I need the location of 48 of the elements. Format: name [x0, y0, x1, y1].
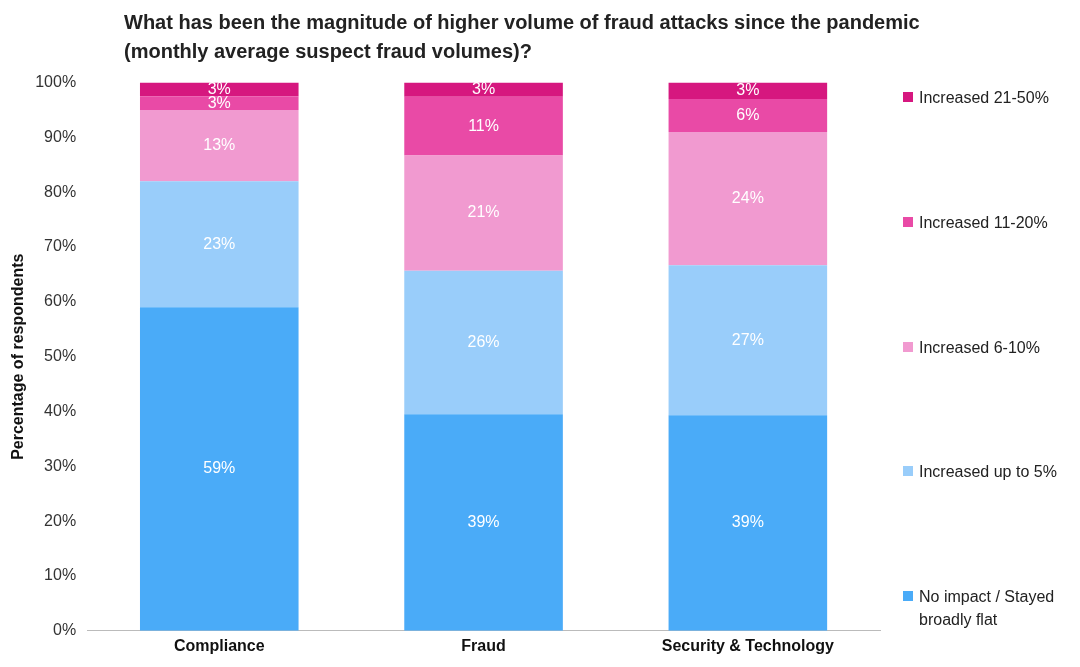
legend-label: Increased 11-20% — [919, 212, 1048, 233]
bar — [139, 96, 299, 111]
x-tick-label: Fraud — [461, 636, 506, 654]
x-tick-label: Security & Technology — [661, 636, 835, 654]
data-label: 27% — [731, 330, 764, 348]
data-label: 3% — [472, 80, 496, 98]
y-tick-label: 90% — [44, 127, 77, 145]
y-tick-label: 0% — [53, 621, 77, 639]
bar — [404, 155, 563, 271]
bar — [404, 82, 563, 97]
data-label: 39% — [731, 513, 764, 531]
bar — [668, 415, 828, 631]
data-label: 23% — [203, 234, 236, 252]
bar — [139, 110, 299, 182]
y-axis-title: Percentage of respondents — [9, 253, 27, 460]
y-tick-label: 10% — [44, 566, 77, 584]
legend-label: Increased up to 5% — [919, 462, 1057, 483]
y-tick-label: 30% — [44, 456, 77, 474]
y-tick-label: 50% — [44, 347, 77, 365]
data-label: 6% — [736, 105, 760, 123]
data-label: 39% — [467, 512, 500, 530]
bar — [139, 181, 299, 308]
data-label: 21% — [467, 203, 500, 221]
data-label: 13% — [203, 136, 236, 154]
bar — [668, 82, 828, 100]
x-tick-label: Compliance — [173, 636, 265, 654]
y-tick-label: 70% — [44, 237, 77, 255]
data-label: 11% — [468, 116, 499, 134]
legend-label: Increased 21-50% — [919, 88, 1049, 108]
legend-label: No impact / Stayed broadly flat — [919, 587, 1056, 630]
y-tick-label: 100% — [35, 73, 77, 91]
bar — [404, 414, 563, 631]
data-label: 26% — [467, 332, 500, 350]
data-label: 24% — [731, 188, 764, 206]
chart-title: What has been the magnitude of higher volume of fraud attacks since the pandemic (monthly average suspect fraud volumes)? — [124, 10, 921, 64]
data-label: 3% — [736, 81, 760, 99]
y-tick-label: 60% — [44, 292, 77, 310]
bar — [668, 99, 828, 132]
bar — [139, 307, 299, 631]
data-label: 59% — [203, 459, 236, 477]
y-tick-label: 80% — [44, 182, 77, 200]
y-tick-label: 20% — [44, 511, 77, 529]
bar — [668, 265, 828, 416]
legend-label: Increased 6-10% — [919, 337, 1040, 358]
y-tick-label: 40% — [44, 401, 77, 419]
bar — [668, 131, 828, 266]
bar — [404, 270, 563, 415]
bar — [404, 96, 563, 156]
